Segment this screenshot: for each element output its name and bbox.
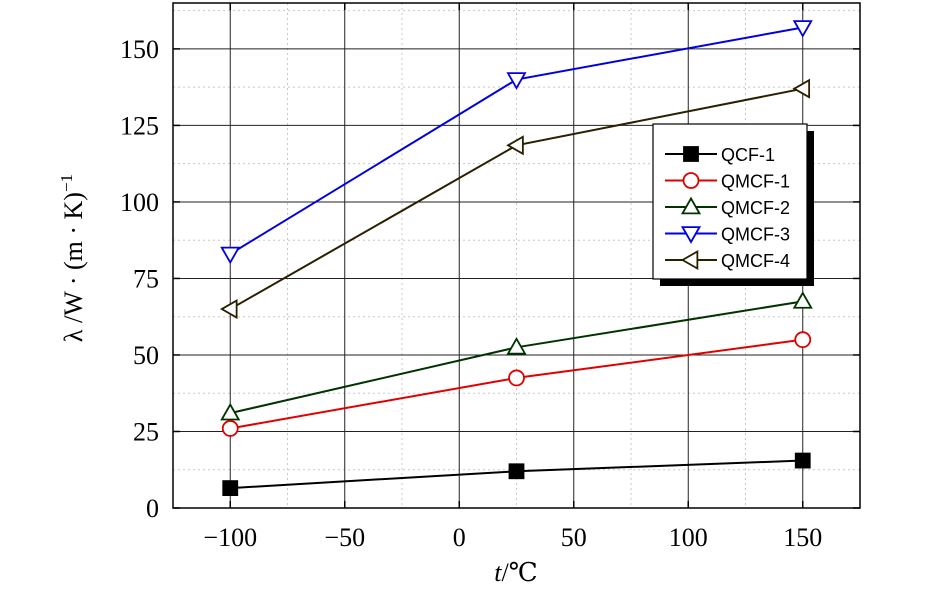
plot-frame [172, 2, 861, 509]
x-tick-label: −50 [324, 523, 365, 552]
x-tick-label: 0 [453, 523, 466, 552]
series-qcf-1 [222, 452, 811, 497]
legend-box [652, 123, 808, 280]
legend-marker-qmcf-1 [682, 172, 700, 189]
data-point-qcf-1 [794, 452, 811, 469]
data-point-qmcf-1 [508, 369, 525, 387]
x-tick-label: 150 [783, 523, 822, 552]
x-tick-label: −100 [203, 523, 257, 552]
y-tick-label: 150 [120, 35, 159, 64]
axes: −100 −50 0 50 100 150 0 25 50 75 100 125 150 [120, 2, 861, 552]
y-tick-label: 50 [133, 341, 159, 370]
series-qmcf-1 [221, 331, 812, 437]
series-qmcf-2 [220, 291, 813, 421]
data-point-qmcf-2 [220, 402, 241, 421]
legend-marker-qcf-1 [683, 146, 699, 162]
data-point-qcf-1 [222, 480, 239, 497]
data-point-qmcf-3 [792, 20, 813, 38]
x-tick-label: 100 [669, 523, 708, 552]
data-point-qmcf-2 [506, 337, 527, 355]
data-point-qmcf-3 [220, 246, 241, 265]
data-point-qmcf-1 [221, 420, 239, 437]
x-tick-label: 50 [561, 523, 587, 552]
legend-label-qmcf-2: QMCF-2 [721, 198, 790, 218]
y-tick-label: 0 [146, 494, 159, 523]
data-point-qcf-1 [508, 463, 525, 480]
data-point-qmcf-4 [792, 78, 811, 99]
series-lines [219, 20, 813, 497]
series-qmcf-3 [220, 20, 813, 265]
y-tick-label: 100 [120, 188, 159, 217]
legend-label-qcf-1: QCF-1 [721, 145, 775, 165]
x-axis-label: t/℃ [494, 558, 538, 587]
data-point-qmcf-4 [219, 299, 238, 320]
legend-marker-qmcf-3 [680, 226, 702, 244]
legend-marker-qmcf-2 [680, 196, 702, 215]
y-axis-label: λ /W · (m · K)−1 [57, 174, 88, 342]
y-tick-label: 75 [133, 264, 159, 293]
data-point-qmcf-1 [794, 331, 812, 349]
data-point-qmcf-3 [506, 72, 527, 90]
series-qmcf-4 [219, 78, 811, 320]
legend: QCF-1 QMCF-1 QMCF-2 QMCF-3 QMCF-4 [652, 123, 814, 286]
legend-label-qmcf-3: QMCF-3 [721, 225, 790, 245]
data-point-qmcf-2 [792, 291, 813, 309]
legend-label-qmcf-4: QMCF-4 [721, 251, 790, 271]
data-point-qmcf-4 [506, 135, 524, 156]
legend-label-qmcf-1: QMCF-1 [721, 172, 790, 192]
y-tick-label: 25 [133, 417, 159, 446]
y-tick-label: 125 [120, 111, 159, 140]
legend-marker-qmcf-4 [680, 249, 699, 271]
